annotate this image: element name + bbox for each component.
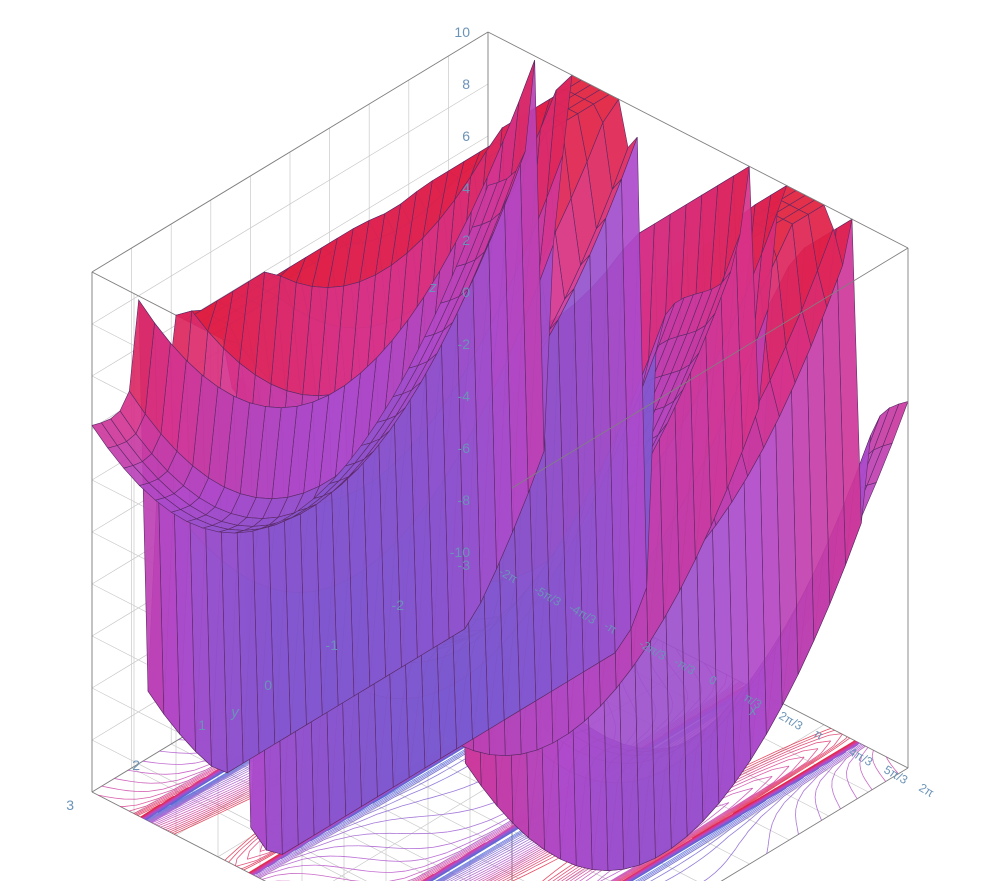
- surface-plot-3d: -10-8-6-4-20246810z-3-2-10123y-2π-5π/3-4…: [0, 0, 1000, 881]
